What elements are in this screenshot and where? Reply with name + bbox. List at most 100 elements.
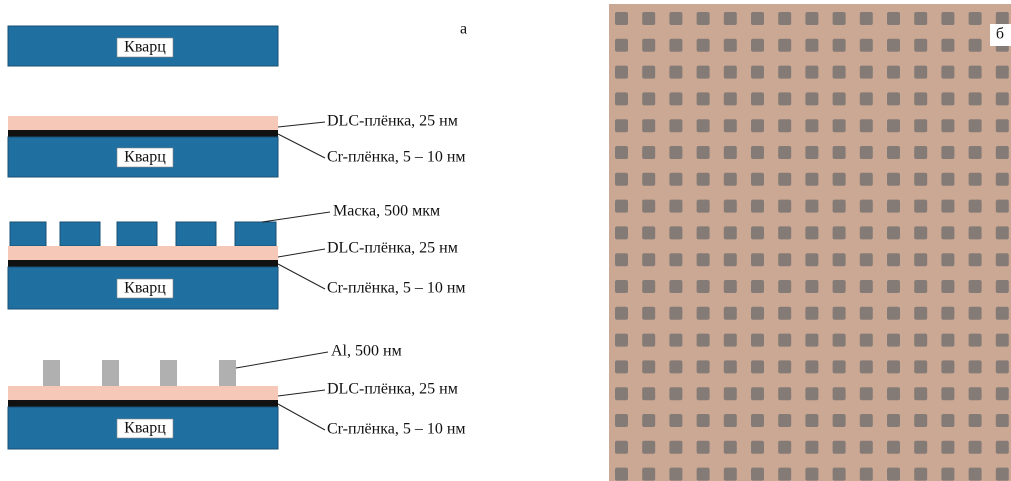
pattern-square [860, 39, 873, 52]
layer-label: Cr-плёнка, 5 – 10 нм [327, 280, 466, 297]
pattern-square [697, 119, 710, 132]
pattern-square [941, 441, 954, 454]
pattern-square [996, 253, 1009, 266]
pattern-square [941, 146, 954, 159]
pattern-square [833, 253, 846, 266]
pattern-square [941, 39, 954, 52]
pattern-square [969, 200, 982, 213]
micrograph [609, 4, 1011, 481]
pattern-square [914, 39, 927, 52]
pattern-square [778, 173, 791, 186]
pattern-square [805, 360, 818, 373]
pattern-square [778, 387, 791, 400]
pattern-square [669, 468, 682, 481]
pattern-square [996, 146, 1009, 159]
pattern-square [724, 12, 737, 25]
pattern-square [805, 92, 818, 105]
pattern-square [887, 173, 900, 186]
pattern-square [833, 226, 846, 239]
pattern-square [887, 280, 900, 293]
al-block [43, 360, 60, 386]
pattern-square [642, 441, 655, 454]
cr-layer [8, 400, 278, 407]
pattern-square [941, 280, 954, 293]
pattern-square [914, 280, 927, 293]
pattern-square [642, 468, 655, 481]
pattern-square [697, 146, 710, 159]
pattern-square [860, 360, 873, 373]
pattern-square [941, 360, 954, 373]
pattern-square [887, 146, 900, 159]
mask [235, 222, 276, 246]
pattern-square [860, 66, 873, 79]
pattern-square [914, 66, 927, 79]
dlc-layer [8, 386, 278, 400]
pattern-square [914, 360, 927, 373]
substrate-label: Кварц [124, 39, 166, 56]
pattern-square [860, 146, 873, 159]
pattern-square [724, 173, 737, 186]
panel-letter: б [996, 26, 1004, 43]
pattern-square [969, 12, 982, 25]
pattern-square [914, 387, 927, 400]
pattern-square [615, 253, 628, 266]
pattern-square [887, 334, 900, 347]
pattern-square [833, 414, 846, 427]
pattern-square [778, 200, 791, 213]
mask [117, 222, 157, 246]
pattern-square [996, 226, 1009, 239]
pattern-square [805, 12, 818, 25]
pattern-square [914, 414, 927, 427]
pattern-square [697, 39, 710, 52]
pattern-square [778, 307, 791, 320]
dlc-layer [8, 116, 278, 130]
pattern-square [914, 307, 927, 320]
pattern-square [669, 226, 682, 239]
pattern-square [642, 414, 655, 427]
pattern-square [860, 92, 873, 105]
pattern-square [669, 307, 682, 320]
pattern-square [778, 414, 791, 427]
pattern-square [833, 200, 846, 213]
pattern-square [642, 334, 655, 347]
layer-label: DLC-плёнка, 25 нм [327, 113, 458, 130]
pattern-square [615, 414, 628, 427]
pattern-square [669, 414, 682, 427]
pattern-square [778, 360, 791, 373]
pattern-square [615, 468, 628, 481]
pattern-square [615, 441, 628, 454]
substrate-label: Кварц [124, 420, 166, 437]
pattern-square [914, 119, 927, 132]
pattern-square [778, 146, 791, 159]
pattern-square [805, 200, 818, 213]
pattern-square [724, 280, 737, 293]
pattern-square [642, 119, 655, 132]
pattern-square [996, 119, 1009, 132]
pattern-square [697, 360, 710, 373]
pattern-square [751, 119, 764, 132]
pattern-square [833, 66, 846, 79]
pattern-square [724, 200, 737, 213]
pattern-square [887, 307, 900, 320]
pattern-square [615, 200, 628, 213]
leader-line [278, 122, 325, 127]
pattern-square [669, 200, 682, 213]
pattern-square [669, 173, 682, 186]
pattern-square [615, 387, 628, 400]
leader-line [278, 249, 325, 257]
pattern-square [996, 307, 1009, 320]
pattern-square [697, 468, 710, 481]
pattern-square [751, 92, 764, 105]
pattern-square [860, 387, 873, 400]
pattern-square [941, 387, 954, 400]
pattern-square [996, 441, 1009, 454]
pattern-square [805, 253, 818, 266]
pattern-square [833, 360, 846, 373]
pattern-square [887, 441, 900, 454]
layer-label: Маска, 500 мкм [333, 203, 440, 220]
pattern-square [724, 441, 737, 454]
mask [176, 222, 216, 246]
leader-line [278, 134, 325, 158]
pattern-square [996, 280, 1009, 293]
pattern-square [887, 387, 900, 400]
